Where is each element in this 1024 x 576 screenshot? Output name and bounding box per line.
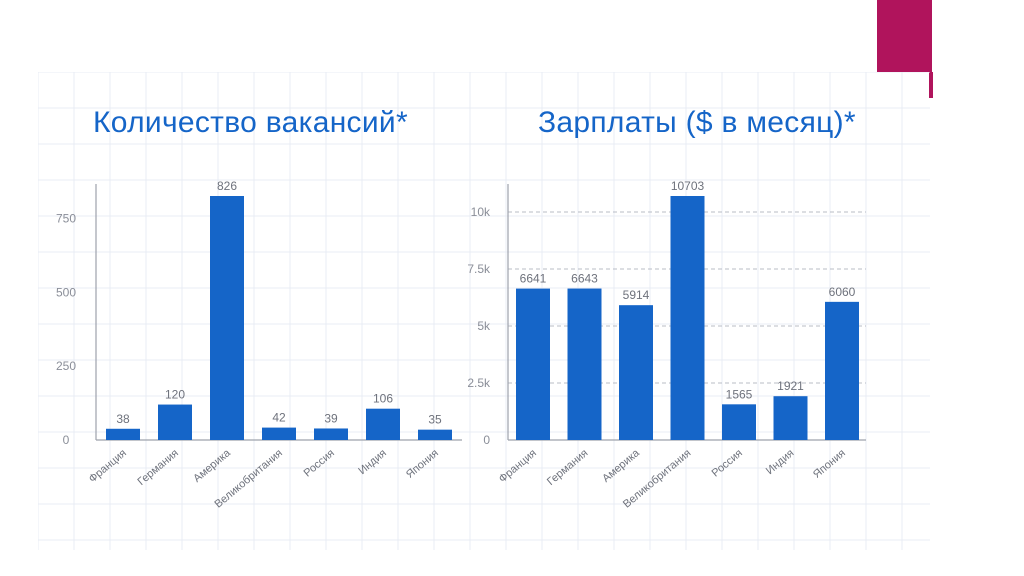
data-label: 35 — [428, 413, 442, 427]
data-label: 39 — [324, 411, 338, 425]
category-label: Индия — [764, 447, 797, 477]
y-tick-label: 0 — [483, 433, 490, 447]
bar — [262, 427, 296, 440]
data-label: 6641 — [520, 272, 547, 286]
data-label: 10703 — [671, 179, 705, 193]
bar — [773, 396, 808, 440]
category-label: Германия — [545, 447, 591, 488]
chart-title-salaries: Зарплаты ($ в месяц)* — [538, 106, 856, 139]
y-tick-label: 500 — [56, 285, 76, 299]
y-tick-label: 10k — [471, 205, 491, 219]
category-label: Россия — [710, 447, 745, 479]
data-label: 38 — [116, 412, 130, 426]
bar — [516, 288, 550, 440]
bar — [158, 404, 192, 440]
y-tick-label: 5k — [477, 319, 491, 333]
data-label: 120 — [165, 388, 185, 402]
slide-accent-block — [877, 0, 932, 72]
data-label: 5914 — [623, 288, 650, 302]
bar — [418, 429, 452, 440]
category-label: Америка — [600, 447, 642, 485]
slide-accent-line — [929, 72, 933, 98]
data-label: 106 — [373, 392, 393, 406]
data-label: 6060 — [829, 285, 856, 299]
y-tick-label: 750 — [56, 211, 76, 225]
bar — [619, 305, 653, 440]
data-label: 826 — [217, 179, 237, 193]
background-grid — [38, 72, 930, 550]
category-label: Япония — [811, 447, 848, 481]
bar — [210, 196, 244, 440]
y-tick-label: 250 — [56, 359, 76, 373]
data-label: 1565 — [726, 387, 753, 401]
bar — [366, 408, 400, 440]
category-label: Франция — [497, 447, 539, 485]
bar — [314, 428, 348, 440]
y-tick-label: 7.5k — [467, 262, 491, 276]
bar — [670, 196, 705, 440]
bar — [106, 428, 140, 440]
bar — [567, 288, 602, 440]
data-label: 6643 — [571, 272, 598, 286]
data-label: 42 — [272, 411, 286, 425]
bar — [722, 404, 756, 440]
y-tick-label: 0 — [63, 433, 70, 447]
data-label: 1921 — [777, 379, 804, 393]
chart-title-vacancies: Количество вакансий* — [93, 106, 408, 139]
bar — [825, 301, 859, 440]
y-tick-label: 2.5k — [467, 376, 491, 390]
